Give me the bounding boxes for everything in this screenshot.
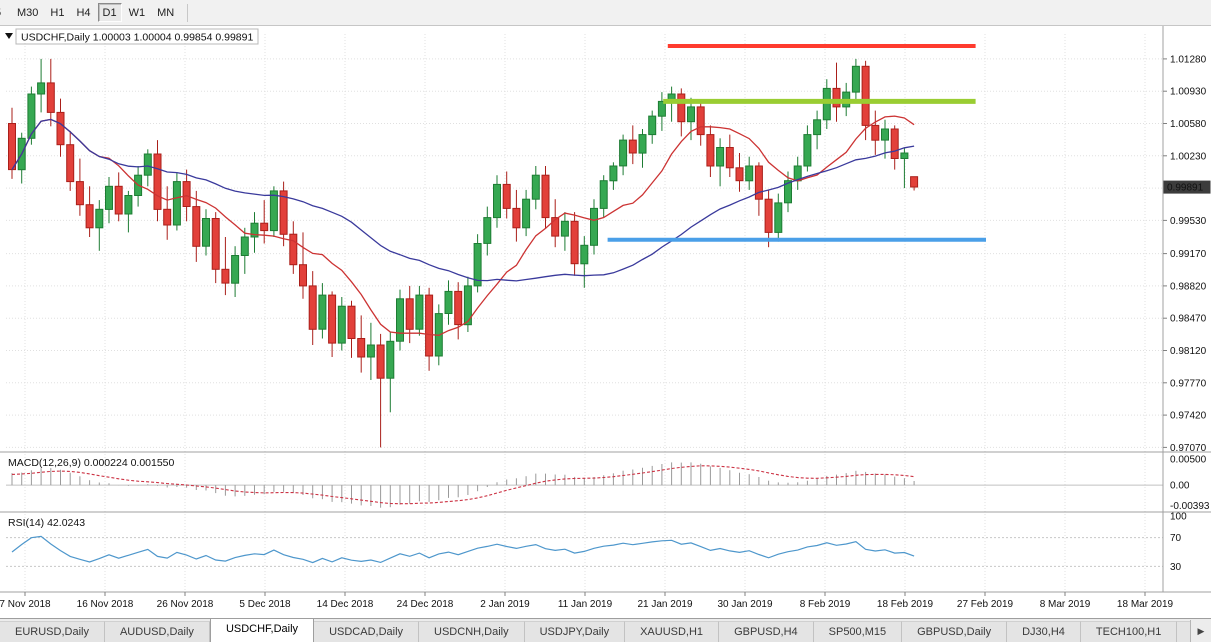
svg-text:-0.00393: -0.00393: [1170, 501, 1210, 512]
date-axis[interactable]: 7 Nov 2018 16 Nov 2018 26 Nov 2018 5 Dec 20…: [0, 592, 1174, 610]
timeframe-button-h1[interactable]: H1: [50, 7, 65, 19]
symbol-tab-audusd[interactable]: AUDUSD,Daily: [104, 621, 210, 642]
svg-text:0.99891: 0.99891: [1167, 183, 1204, 194]
svg-text:16 Nov 2018: 16 Nov 2018: [77, 599, 134, 610]
svg-text:21 Jan 2019: 21 Jan 2019: [637, 599, 692, 610]
svg-text:70: 70: [1170, 533, 1182, 544]
symbol-tab-usdcad[interactable]: USDCAD,Daily: [314, 621, 420, 642]
symbol-tab-dj30[interactable]: DJ30,H4: [1007, 621, 1081, 642]
symbol-tab-usdcnh[interactable]: USDCNH,Daily: [419, 621, 525, 642]
svg-text:0.99530: 0.99530: [1170, 216, 1207, 227]
svg-text:8 Mar 2019: 8 Mar 2019: [1040, 599, 1091, 610]
svg-text:0.97420: 0.97420: [1170, 411, 1207, 422]
svg-text:11 Jan 2019: 11 Jan 2019: [558, 599, 613, 610]
price-axis[interactable]: 1.01280 1.00930 1.00580 1.00230 0.99530 0.991…: [1163, 54, 1211, 573]
chart-title: USDCHF,Daily 1.00003 1.00004 0.99854 0.9…: [21, 32, 253, 44]
macd-pane: [6, 462, 1163, 508]
chevron-right-icon: ▶: [1197, 625, 1205, 636]
svg-text:27 Feb 2019: 27 Feb 2019: [957, 599, 1014, 610]
symbol-tab-sp500[interactable]: SP500,M15: [813, 621, 903, 642]
svg-text:1.00230: 1.00230: [1170, 151, 1207, 162]
timeframe-button-5[interactable]: 5: [0, 3, 10, 22]
symbol-tab-usdjpy[interactable]: USDJPY,Daily: [524, 621, 626, 642]
symbol-tab-tech100[interactable]: TECH100,H1: [1080, 621, 1178, 642]
svg-text:0.97770: 0.97770: [1170, 378, 1207, 389]
symbol-tab-xauusd[interactable]: XAUUSD,H1: [625, 621, 720, 642]
timeframe-button-w1[interactable]: W1: [128, 7, 146, 19]
svg-text:2 Jan 2019: 2 Jan 2019: [480, 599, 530, 610]
chart-region: 1.01280 1.00930 1.00580 1.00230 0.99530 0.991…: [0, 26, 1211, 618]
toolbar-separator: [187, 3, 189, 22]
svg-text:100: 100: [1170, 512, 1187, 523]
svg-text:30 Jan 2019: 30 Jan 2019: [717, 599, 772, 610]
symbol-tab-gbpusd[interactable]: GBPUSD,Daily: [902, 621, 1008, 642]
current-price-badge: [1163, 180, 1211, 194]
svg-text:1.00930: 1.00930: [1170, 87, 1207, 98]
chart-dropdown-icon: [5, 33, 13, 39]
symbol-tab-gbpusd[interactable]: GBPUSD,H4: [719, 621, 814, 642]
timeframe-toolbar: 5 M30 H1 H4 D1 W1 MN: [0, 0, 1211, 26]
svg-text:18 Mar 2019: 18 Mar 2019: [1117, 599, 1174, 610]
svg-text:14 Dec 2018: 14 Dec 2018: [317, 599, 374, 610]
svg-text:0.98120: 0.98120: [1170, 346, 1207, 357]
svg-text:1.00580: 1.00580: [1170, 119, 1207, 130]
timeframe-button-d1[interactable]: D1: [97, 3, 122, 22]
symbol-tab-usdchf[interactable]: USDCHF,Daily: [209, 619, 315, 642]
svg-text:0.00: 0.00: [1170, 481, 1190, 492]
macd-header: MACD(12,26,9) 0.000224 0.001550: [8, 457, 175, 469]
timeframe-button-m30[interactable]: M30: [17, 7, 39, 19]
pane-headers: USDCHF,Daily 1.00003 1.00004 0.99854 0.9…: [5, 28, 259, 529]
ma-line-34: [11, 118, 915, 282]
chart-title-box: [15, 28, 259, 45]
svg-text:18 Feb 2019: 18 Feb 2019: [877, 599, 934, 610]
rsi-pane: [6, 535, 1163, 567]
svg-text:7 Nov 2018: 7 Nov 2018: [0, 599, 51, 610]
svg-text:26 Nov 2018: 26 Nov 2018: [157, 599, 214, 610]
price-chart[interactable]: 1.01280 1.00930 1.00580 1.00230 0.99530 0.991…: [0, 26, 1211, 618]
svg-text:0.00500: 0.00500: [1170, 455, 1207, 466]
ma-line-10: [11, 115, 915, 336]
svg-text:30: 30: [1170, 562, 1182, 573]
svg-text:24 Dec 2018: 24 Dec 2018: [397, 599, 454, 610]
tab-scroll-right-button[interactable]: ▶: [1190, 620, 1211, 642]
rsi-header: RSI(14) 42.0243: [8, 517, 85, 529]
svg-text:5 Dec 2018: 5 Dec 2018: [239, 599, 291, 610]
svg-text:0.99170: 0.99170: [1170, 249, 1207, 260]
horizontal-lines[interactable]: [607, 44, 986, 242]
timeframe-button-mn[interactable]: MN: [157, 7, 175, 19]
symbol-tab-eurusd[interactable]: EURUSD,Daily: [0, 621, 105, 642]
svg-text:8 Feb 2019: 8 Feb 2019: [800, 599, 851, 610]
svg-text:0.97070: 0.97070: [1170, 443, 1207, 454]
symbol-tabbar: EURUSD,Daily AUDUSD,Daily USDCHF,Daily USDC…: [0, 618, 1211, 642]
pane-separators[interactable]: [0, 26, 1211, 593]
svg-text:0.98470: 0.98470: [1170, 314, 1207, 325]
timeframe-button-h4[interactable]: H4: [76, 7, 91, 19]
svg-text:1.01280: 1.01280: [1170, 54, 1207, 65]
chart-background: [0, 26, 1211, 618]
svg-text:0.98820: 0.98820: [1170, 281, 1207, 292]
